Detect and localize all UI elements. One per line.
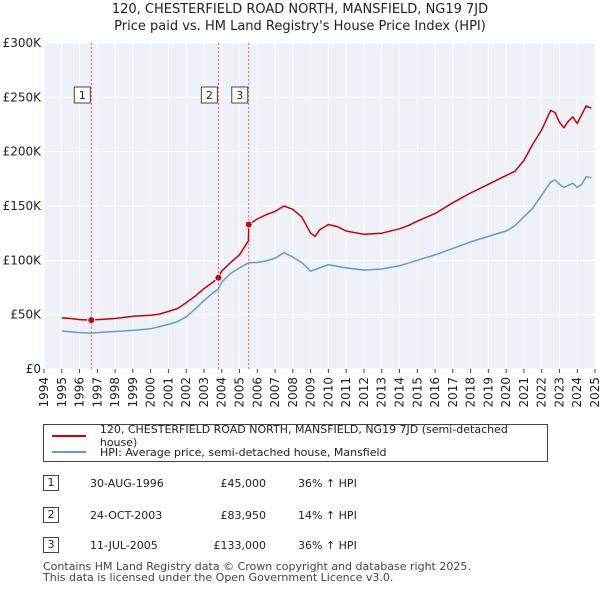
property-price-line xyxy=(61,105,592,321)
x-axis: 1994 1995 1996 1997 1998 1999 2000 2001 2002 2003… xyxy=(37,369,600,408)
legend: 120, CHESTERFIELD ROAD NORTH, MANSFIELD,… xyxy=(43,423,548,462)
transaction-label-text: 3 xyxy=(236,89,243,102)
transaction-label-text: 2 xyxy=(206,89,213,102)
transaction-price: £45,000 xyxy=(220,477,267,490)
transaction-point xyxy=(87,316,96,325)
transaction-label: 1 xyxy=(73,86,91,104)
x-tick-label: 1996 xyxy=(73,377,87,408)
series-lines xyxy=(61,105,592,334)
transaction-label-box xyxy=(231,86,249,104)
x-tick-label: 2001 xyxy=(161,377,175,408)
legend-item-hpi: HPI: Average price, semi-detached house,… xyxy=(52,444,387,460)
transaction-labels: 1 2 3 xyxy=(73,86,249,104)
transaction-number: 2 xyxy=(43,507,59,523)
x-tick-label: 2016 xyxy=(428,377,442,408)
transaction-point xyxy=(244,220,253,229)
price-chart: 1 2 3 £0 £50K £100K £150K £200K £250K £300K 1994… xyxy=(3,36,600,408)
x-tick-label: 1999 xyxy=(126,377,140,408)
y-axis: £0 £50K £100K £150K £200K £250K £300K xyxy=(3,36,43,376)
x-tick-label: 2007 xyxy=(268,377,282,408)
x-tick-label: 2025 xyxy=(588,377,600,408)
transaction-hpi: 14% ↑ HPI xyxy=(298,509,357,522)
x-tick-label: 2011 xyxy=(339,377,353,408)
legend-item-property: 120, CHESTERFIELD ROAD NORTH, MANSFIELD,… xyxy=(52,423,547,449)
transaction-label: 2 xyxy=(200,86,218,104)
x-tick-label: 2013 xyxy=(375,377,389,408)
x-tick-label: 2019 xyxy=(481,377,495,408)
hpi-line xyxy=(61,175,592,334)
x-tick-label: 2021 xyxy=(517,377,531,408)
transaction-number: 1 xyxy=(43,475,59,491)
legend-label-hpi: HPI: Average price, semi-detached house,… xyxy=(100,445,387,459)
chart-subtitle: Price paid vs. HM Land Registry's House … xyxy=(114,19,486,34)
y-tick-label: £0 xyxy=(26,362,41,376)
x-tick-label: 1995 xyxy=(55,377,69,408)
y-tick-label: £250K xyxy=(3,90,43,104)
x-tick-label: 2006 xyxy=(250,377,264,408)
x-tick-label: 2024 xyxy=(570,377,584,408)
x-tick-label: 2023 xyxy=(552,377,566,408)
x-tick-label: 1997 xyxy=(90,377,104,408)
x-tick-label: 2018 xyxy=(464,377,478,408)
x-tick-label: 2014 xyxy=(392,377,406,408)
transaction-price: £133,000 xyxy=(213,539,267,552)
transaction-label: 3 xyxy=(231,86,249,104)
transaction-date: 30-AUG-1996 xyxy=(90,477,164,490)
x-tick-label: 2000 xyxy=(144,377,158,408)
x-tick-label: 2002 xyxy=(179,377,193,408)
footer: Contains HM Land Registry data © Crown c… xyxy=(43,561,471,583)
transaction-date: 11-JUL-2005 xyxy=(90,539,158,552)
chart-title: 120, CHESTERFIELD ROAD NORTH, MANSFIELD,… xyxy=(111,2,489,17)
footer-copyright: Contains HM Land Registry data © Crown c… xyxy=(43,560,471,573)
transaction-points xyxy=(87,220,253,325)
x-tick-label: 2005 xyxy=(233,377,247,408)
transaction-date: 24-OCT-2003 xyxy=(90,509,163,522)
transaction-label-text: 1 xyxy=(79,89,86,102)
transaction-price: £83,950 xyxy=(220,509,267,522)
transaction-number: 3 xyxy=(43,537,59,553)
footer-licence: This data is licensed under the Open Gov… xyxy=(43,571,394,584)
x-tick-label: 2020 xyxy=(499,377,513,408)
x-tick-label: 2022 xyxy=(535,377,549,408)
legend-swatch-blue xyxy=(52,451,86,453)
x-tick-label: 2009 xyxy=(304,377,318,408)
x-tick-label: 2004 xyxy=(215,377,229,408)
transaction-hpi: 36% ↑ HPI xyxy=(298,539,357,552)
y-tick-label: £50K xyxy=(10,308,42,322)
x-tick-label: 2010 xyxy=(321,377,335,408)
x-tick-label: 1994 xyxy=(37,377,51,408)
transaction-hpi: 36% ↑ HPI xyxy=(298,477,357,490)
transaction-label-box xyxy=(73,86,91,104)
legend-label-property: 120, CHESTERFIELD ROAD NORTH, MANSFIELD,… xyxy=(99,423,508,449)
y-tick-label: £100K xyxy=(3,253,43,267)
transaction-label-box xyxy=(200,86,218,104)
y-tick-label: £150K xyxy=(3,199,43,213)
x-tick-label: 1998 xyxy=(108,377,122,408)
y-tick-label: £200K xyxy=(3,145,43,159)
x-tick-label: 2003 xyxy=(197,377,211,408)
legend-swatch-red xyxy=(52,435,86,437)
y-tick-label: £300K xyxy=(3,36,43,50)
x-tick-label: 2015 xyxy=(410,377,424,408)
transaction-point xyxy=(214,273,223,282)
x-tick-label: 2012 xyxy=(357,377,371,408)
x-tick-label: 2008 xyxy=(286,377,300,408)
x-tick-label: 2017 xyxy=(446,377,460,408)
